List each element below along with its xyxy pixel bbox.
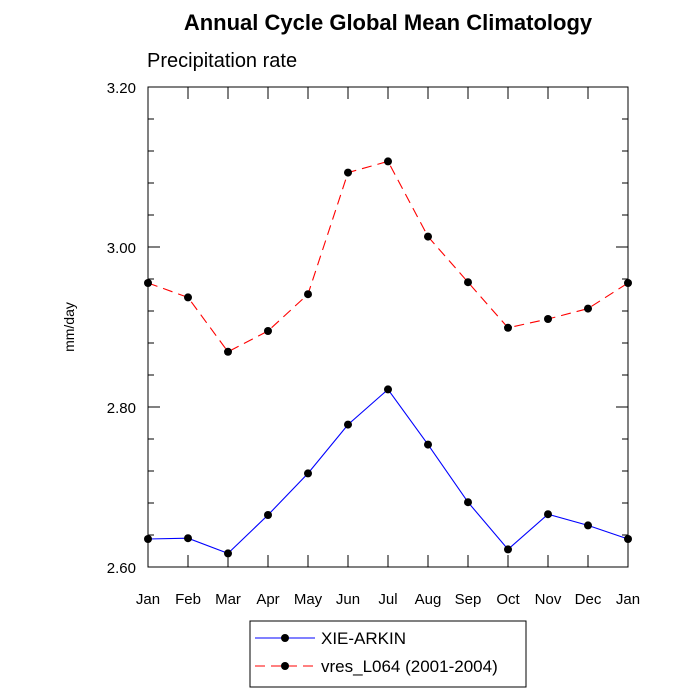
y-tick-label: 3.00	[107, 240, 136, 257]
x-tick-labels: Jan Feb Mar Apr May Jun Jul Aug Sep Oct Nov Dec Jan	[136, 591, 640, 608]
x-tick-label: Apr	[256, 591, 279, 608]
chart-title: Annual Cycle Global Mean Climatology	[184, 10, 593, 35]
data-point	[424, 232, 432, 241]
x-tick-label: Jan	[136, 591, 160, 608]
x-tick-label: Nov	[535, 591, 562, 608]
x-tick-label: Feb	[175, 591, 201, 608]
data-point	[584, 304, 592, 313]
data-point	[424, 440, 432, 449]
data-point	[184, 293, 192, 302]
x-tick-label: Mar	[215, 591, 241, 608]
x-tick-label: Jul	[378, 591, 397, 608]
legend-marker	[281, 662, 289, 670]
data-point	[344, 168, 352, 177]
x-tick-label: Sep	[455, 591, 482, 608]
data-point	[544, 510, 552, 519]
x-tick-label: Dec	[575, 591, 602, 608]
data-point	[624, 279, 632, 287]
data-point	[184, 534, 192, 543]
data-point	[224, 549, 232, 558]
data-point	[264, 511, 272, 519]
data-point	[384, 385, 392, 394]
y-tick-labels: 2.60 2.80 3.00 3.20	[107, 80, 136, 577]
x-tick-label: Jun	[336, 591, 360, 608]
data-point	[144, 535, 152, 543]
data-point	[584, 521, 592, 530]
series-layer	[144, 157, 632, 558]
data-point	[544, 315, 552, 323]
data-point	[504, 545, 512, 554]
data-point	[304, 469, 312, 478]
series-line-1	[147, 388, 629, 555]
x-tick-label: Aug	[415, 591, 442, 608]
y-tick-label: 3.20	[107, 80, 136, 97]
legend: XIE-ARKIN vres_L064 (2001-2004)	[249, 620, 527, 688]
data-point	[144, 279, 152, 287]
legend-label: vres_L064 (2001-2004)	[321, 657, 498, 676]
data-point	[624, 535, 632, 543]
data-point	[264, 327, 272, 335]
y-axis-label: mm/day	[61, 302, 77, 352]
data-point	[304, 290, 312, 299]
data-point	[504, 323, 512, 332]
x-tick-label: May	[294, 591, 323, 608]
y-tick-label: 2.80	[107, 400, 136, 417]
axis-ticks	[147, 86, 629, 568]
chart-subtitle: Precipitation rate	[147, 50, 297, 72]
data-point	[464, 278, 472, 287]
y-tick-label: 2.60	[107, 560, 136, 577]
legend-box	[249, 620, 527, 688]
data-point	[344, 420, 352, 429]
series-line-2	[147, 160, 629, 353]
data-point	[464, 498, 472, 507]
data-point	[384, 157, 392, 166]
legend-marker	[281, 634, 289, 642]
x-tick-label: Oct	[496, 591, 520, 608]
data-point	[224, 347, 232, 356]
legend-label: XIE-ARKIN	[321, 629, 406, 648]
x-tick-label: Jan	[616, 591, 640, 608]
